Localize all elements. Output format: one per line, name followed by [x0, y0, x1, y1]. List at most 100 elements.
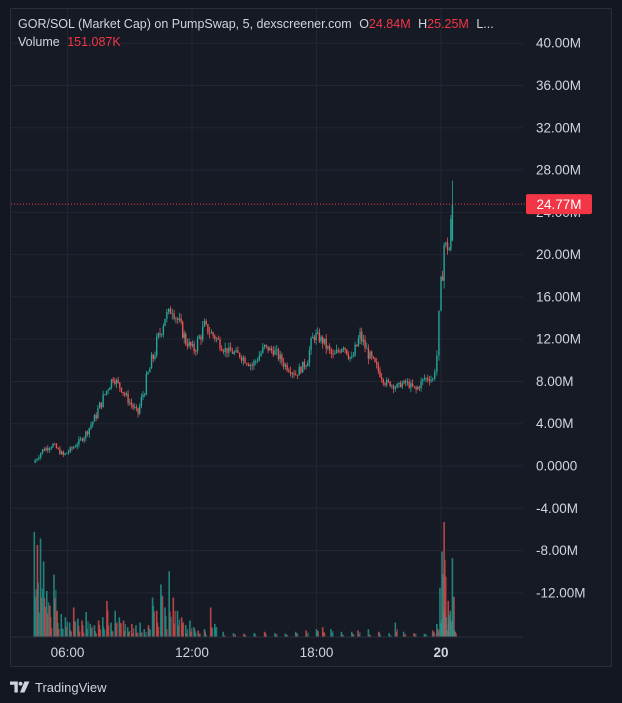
candle [246, 362, 248, 366]
volume-bar [40, 597, 43, 637]
volume-bar [424, 635, 426, 637]
candle [219, 336, 221, 352]
candle [396, 382, 398, 389]
candle-body [446, 242, 449, 251]
volume-bar [330, 629, 332, 637]
volume-bar [139, 622, 141, 637]
tradingview-attribution[interactable]: TradingView [10, 678, 107, 696]
volume-bar [78, 625, 80, 637]
candle-body [342, 347, 345, 350]
volume-bar [444, 559, 446, 637]
volume-bar [253, 633, 256, 637]
volume-bar [451, 558, 454, 637]
volume-bar [176, 610, 179, 637]
y-tick-label: 0.0000 [536, 459, 577, 474]
y-tick-label: -4.00M [536, 501, 578, 516]
candle [142, 391, 144, 401]
volume-label[interactable]: Volume [18, 35, 60, 49]
candle [448, 247, 450, 251]
candle [370, 350, 373, 361]
volume-bar [367, 629, 370, 637]
volume-bar [216, 626, 218, 637]
candle-body [69, 447, 71, 452]
volume-bar [194, 629, 196, 637]
volume-bar [439, 587, 441, 637]
candle-body [244, 357, 246, 364]
candle-body [428, 379, 431, 382]
candle-body [303, 361, 306, 367]
candle-body [436, 355, 438, 372]
candle [190, 341, 192, 350]
volume-bar [83, 632, 85, 637]
candle [399, 380, 402, 388]
candle-body [79, 438, 82, 440]
volume-bar [110, 622, 112, 637]
candle-body [229, 347, 232, 352]
candle [411, 379, 414, 388]
candle [50, 446, 52, 451]
symbol-title[interactable]: GOR/SOL (Market Cap) on PumpSwap, 5, dex… [18, 17, 352, 31]
candle-body [396, 383, 398, 388]
candle [258, 351, 260, 362]
candle-body [34, 460, 36, 463]
candle-body [441, 276, 444, 281]
candle [315, 329, 317, 345]
volume-bar [203, 629, 206, 637]
volume-bar [34, 597, 36, 637]
volume-bar [205, 634, 207, 637]
volume-bar [193, 627, 195, 637]
candle [423, 374, 426, 382]
volume-bar [44, 606, 47, 637]
candle-body [36, 459, 38, 461]
volume-bar [440, 622, 442, 637]
candle [434, 369, 436, 381]
candle-body [54, 443, 56, 445]
tradingview-brand: TradingView [35, 679, 107, 695]
candle [298, 363, 300, 376]
volume-bar [222, 631, 224, 637]
volume-bar [394, 622, 397, 637]
candle-body [100, 402, 103, 408]
candle-body [239, 353, 241, 357]
candle-body [167, 308, 170, 312]
volume-bar [47, 613, 49, 637]
candle-body [107, 390, 109, 391]
candle [95, 412, 97, 421]
candle-body [67, 451, 70, 453]
volume-bar [128, 632, 130, 637]
candle [443, 242, 445, 289]
candle-body [78, 439, 80, 445]
volume-bar [389, 635, 391, 637]
candle-body [235, 350, 237, 353]
volume-bar [276, 634, 278, 637]
candle [57, 447, 59, 450]
volume-bar [93, 625, 96, 637]
candle [398, 382, 400, 388]
candle-body [95, 415, 97, 419]
volume-bar [402, 631, 405, 637]
x-tick-label: 12:00 [175, 645, 209, 660]
volume-bar [294, 631, 297, 637]
candle-body [420, 381, 422, 389]
candle-body [231, 351, 234, 354]
candle-body [405, 380, 407, 383]
candle-body [105, 390, 108, 395]
candle [313, 334, 316, 344]
volume-bar [184, 625, 187, 637]
candle-body [422, 378, 424, 382]
candle-body [164, 318, 166, 326]
candle [413, 386, 416, 389]
candle-body [190, 342, 192, 346]
candle-body [341, 349, 343, 353]
candle-body [125, 393, 128, 395]
candle-body [413, 386, 416, 388]
volume-bar [454, 631, 457, 637]
candle [274, 346, 276, 356]
candle [406, 378, 409, 386]
candle [130, 398, 133, 409]
volume-bar [174, 610, 176, 637]
candle [177, 316, 179, 324]
y-tick-label: 20.00M [536, 247, 581, 262]
candle-body [104, 394, 106, 395]
